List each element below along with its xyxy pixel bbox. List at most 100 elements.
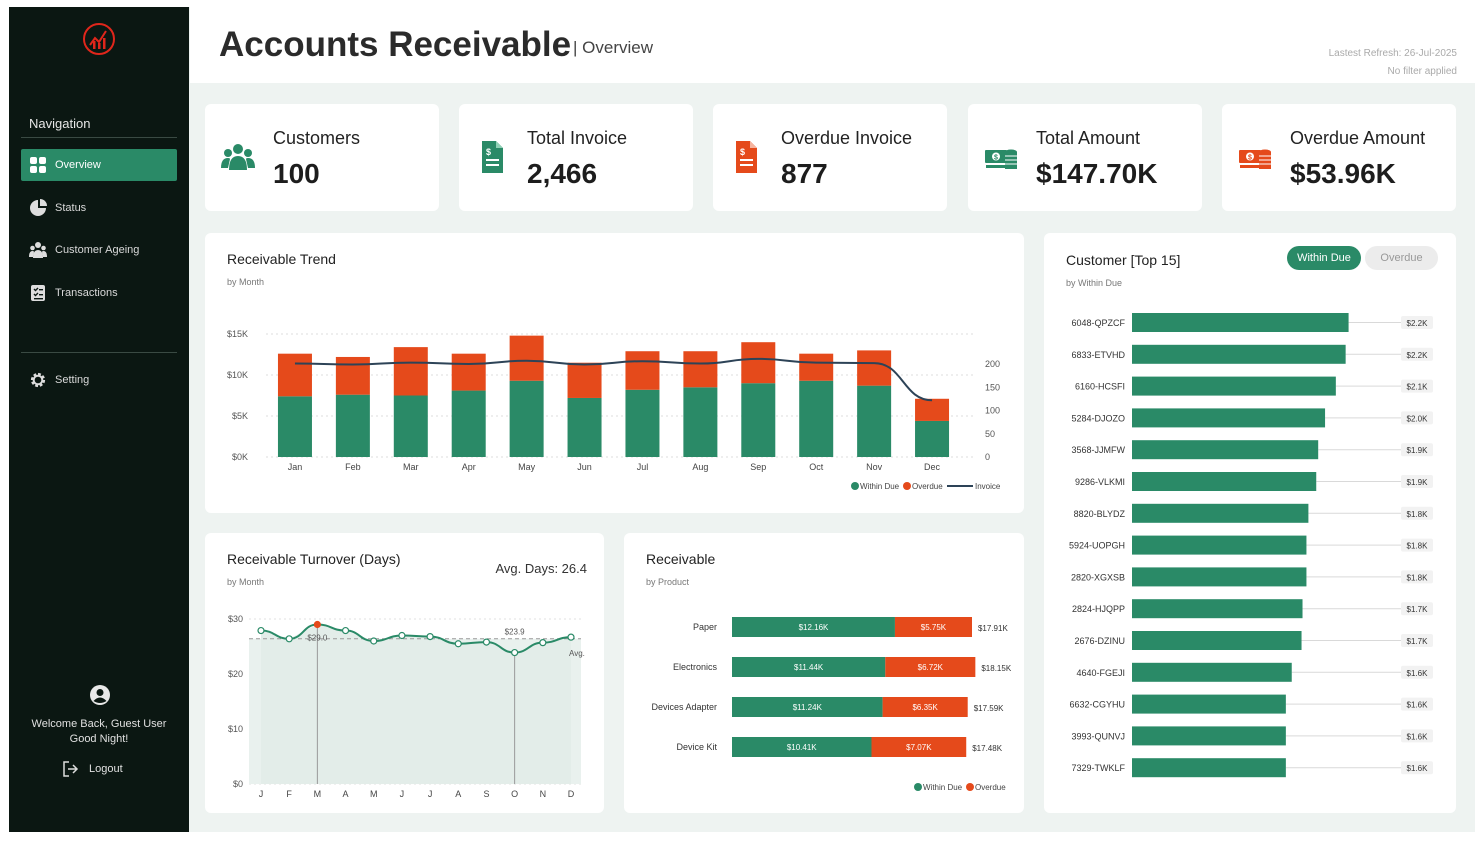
bar-value-label: $2.2K	[1407, 319, 1429, 328]
kpi-card-overdue-amount: $ Overdue Amount $53.96K	[1222, 104, 1456, 211]
bar-overdue	[915, 398, 950, 421]
nav-item-label: Customer Ageing	[55, 244, 140, 256]
bar-value-label: $1.6K	[1407, 764, 1429, 773]
welcome-message: Welcome Back, Guest User	[31, 718, 167, 730]
category-label: Devices Adapter	[651, 702, 717, 712]
nav-divider	[21, 352, 177, 353]
panel-subtitle: by Month	[227, 577, 265, 587]
x-tick-label: Oct	[809, 462, 824, 472]
legend-marker	[903, 482, 911, 490]
kpi-label: Customers	[273, 128, 361, 148]
bar-overdue	[335, 356, 370, 395]
bar-within-due	[1132, 694, 1286, 714]
kpi-label: Total Invoice	[527, 128, 628, 148]
bar-within-due	[1132, 662, 1292, 682]
y-tick-label: $30	[228, 614, 243, 624]
x-tick-label: Jun	[577, 462, 592, 472]
data-point	[285, 635, 293, 643]
greeting-message: Good Night!	[69, 733, 129, 745]
within-due-toggle[interactable]: Within Due	[1287, 246, 1361, 270]
value-tag	[1401, 570, 1433, 584]
nav-title: Navigation	[29, 116, 91, 131]
bar-value-label: $1.6K	[1407, 701, 1429, 710]
x-tick-label: N	[540, 789, 547, 799]
bar-overdue	[885, 657, 976, 677]
bar-within-due	[1132, 567, 1307, 587]
logo-icon	[83, 23, 115, 55]
customer-label: 2676-DZINU	[1074, 636, 1125, 646]
customer-label: 5924-UOPGH	[1069, 541, 1125, 551]
nav-item-transactions[interactable]: Transactions	[21, 277, 177, 309]
kpi-label: Overdue Invoice	[781, 128, 913, 148]
people-icon	[29, 242, 47, 258]
data-point	[539, 639, 547, 647]
data-point	[341, 626, 350, 635]
kpi-label: Overdue Amount	[1290, 128, 1426, 148]
kpi-card-customers: Customers 100	[205, 104, 439, 211]
receivable-trend-panel: Receivable Trend by Month $0K $5K $10K $15K…	[205, 233, 1024, 513]
overdue-toggle[interactable]: Overdue	[1365, 246, 1438, 270]
total-label: $18.15K	[981, 664, 1011, 673]
money-stack-icon: $	[985, 149, 1017, 169]
data-point	[313, 620, 321, 629]
top-customers-chart: 6048-QPZCF $2.2K 6833-ETVHD $2.2K 6160-HCSFI…	[1069, 313, 1433, 778]
total-label: $17.91K	[978, 624, 1008, 633]
panel-subtitle: by Month	[227, 277, 265, 287]
nav-item-label: Overview	[55, 159, 101, 171]
customer-label: 4640-FGEJI	[1076, 668, 1125, 678]
avatar-icon	[90, 685, 110, 705]
svg-text:$: $	[486, 147, 491, 157]
data-point	[257, 626, 265, 635]
bar-within-due	[1132, 313, 1349, 332]
legend-label: Invoice	[975, 482, 1001, 491]
kpi-card-total-amount: $ Total Amount $147.70K	[968, 104, 1202, 211]
legend-label: Within Due	[860, 482, 900, 491]
average-tag: Avg.	[569, 649, 585, 658]
page-subtitle: | Overview	[573, 38, 653, 57]
customer-label: 8820-BLYDZ	[1074, 509, 1126, 519]
bar-overdue	[567, 362, 602, 398]
legend-label: Within Due	[923, 783, 963, 792]
grid-icon	[30, 157, 46, 173]
bar-overdue	[894, 617, 972, 637]
bar-value-label: $2.2K	[1407, 351, 1429, 360]
receivable-product-panel: Receivable by Product Paper $12.16K $5.75K…	[624, 533, 1024, 813]
page-title: Accounts Receivable	[219, 25, 572, 64]
invoice-line	[294, 357, 933, 402]
value-tag	[1401, 538, 1433, 552]
customer-label: 6048-QPZCF	[1071, 318, 1125, 328]
bar-value-label: $7.07K	[906, 743, 932, 752]
average-days: Avg. Days: 26.4	[495, 561, 587, 576]
money-stack-icon: $	[1239, 149, 1271, 169]
legend-marker	[851, 482, 859, 490]
total-label: $17.48K	[972, 744, 1002, 753]
nav-item-status[interactable]: Status	[21, 192, 177, 224]
x-tick-label: Jan	[288, 462, 303, 472]
logout-button[interactable]: Logout	[61, 760, 123, 778]
nav-item-customer-ageing[interactable]: Customer Ageing	[21, 234, 177, 266]
bar-within-due	[1132, 631, 1302, 650]
x-tick-label: Nov	[866, 462, 883, 472]
value-tag	[1401, 697, 1433, 711]
bar-value-label: $1.7K	[1407, 605, 1429, 614]
category-label: Electronics	[673, 662, 718, 672]
bar-overdue	[509, 335, 544, 381]
bar-within-due	[1132, 344, 1346, 364]
bar-within-due	[1132, 758, 1286, 778]
turnover-area	[261, 624, 571, 784]
kpi-value: $147.70K	[1036, 158, 1158, 189]
header: Accounts Receivable | Overview Lastest R…	[190, 7, 1475, 83]
nav-item-overview[interactable]: Overview	[21, 149, 177, 181]
x-tick-label: A	[455, 789, 461, 799]
value-tag	[1401, 316, 1433, 329]
bar-overdue	[799, 353, 834, 381]
bar-within-due	[1132, 440, 1319, 460]
bar-overdue	[625, 351, 660, 390]
nav-divider	[21, 137, 177, 138]
customer-label: 9286-VLKMI	[1075, 477, 1125, 487]
bar-value-label: $11.24K	[793, 703, 823, 712]
bar-overdue	[393, 347, 428, 396]
nav-item-setting[interactable]: Setting	[21, 364, 177, 396]
x-tick-label: F	[286, 789, 292, 799]
value-tag	[1401, 475, 1433, 488]
